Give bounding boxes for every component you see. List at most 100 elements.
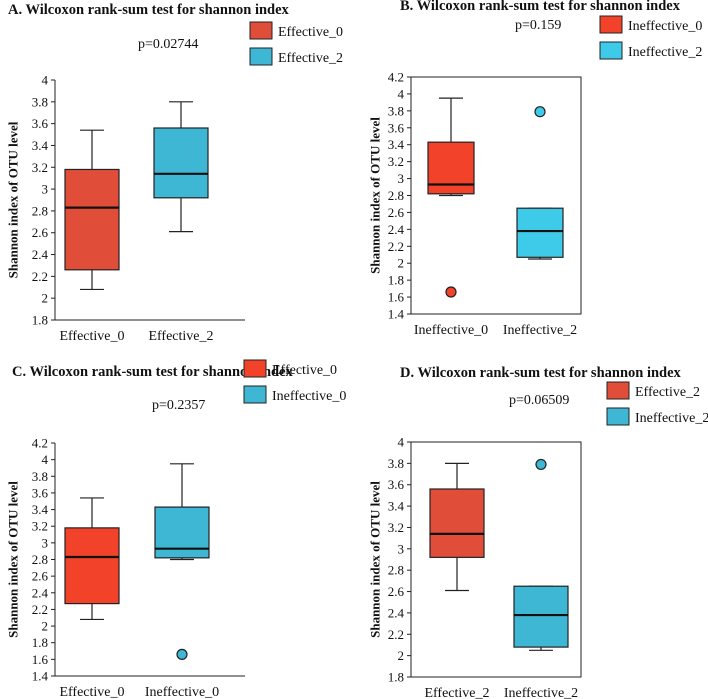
- chart-title: B. Wilcoxon rank-sum test for shannon in…: [400, 0, 681, 14]
- legend-swatch: [606, 407, 630, 426]
- y-tick-label: 2.2: [388, 627, 404, 642]
- y-axis-title: Shannon index of OTU level: [368, 117, 383, 274]
- p-value-label: p=0.02744: [138, 37, 198, 52]
- y-tick-label: 1.8: [388, 273, 404, 288]
- y-tick-label: 1.6: [388, 290, 405, 305]
- y-tick-label: 1.8: [32, 635, 48, 650]
- y-tick-label: 3.8: [388, 456, 404, 471]
- y-tick-label: 1.8: [32, 313, 48, 328]
- p-value-label: p=0.159: [515, 18, 561, 33]
- y-tick-label: 3.2: [32, 519, 48, 534]
- box-Ineffective_2: [513, 585, 569, 648]
- legend-label: Effective_2: [278, 51, 343, 66]
- panel-a: A. Wilcoxon rank-sum test for shannon in…: [6, 2, 344, 344]
- y-tick-label: 2.6: [32, 225, 49, 240]
- y-tick-label: 4.2: [388, 70, 404, 85]
- legend-swatch: [599, 15, 623, 34]
- legend-label: Ineffective_0: [628, 19, 702, 34]
- x-category-label: Effective_0: [59, 685, 124, 699]
- y-tick-label: 2.4: [32, 585, 49, 600]
- legend-label: Effective_2: [635, 385, 700, 400]
- box-Ineffective_2: [516, 207, 564, 258]
- y-tick-label: 3.2: [388, 154, 404, 169]
- y-tick-label: 1.4: [32, 669, 49, 684]
- chart-title: D. Wilcoxon rank-sum test for shannon in…: [400, 365, 682, 381]
- y-tick-label: 3.4: [32, 138, 49, 153]
- y-tick-label: 2.8: [32, 203, 48, 218]
- outlier-point: [534, 106, 546, 118]
- legend-swatch: [606, 381, 630, 400]
- y-tick-label: 1.4: [388, 307, 405, 322]
- y-tick-label: 3: [398, 171, 405, 186]
- y-tick-label: 2.8: [388, 188, 404, 203]
- y-tick-label: 2.4: [388, 605, 405, 620]
- x-category-label: Effective_2: [148, 329, 213, 344]
- y-tick-label: 3.6: [32, 116, 49, 131]
- p-value-label: p=0.2357: [152, 398, 205, 413]
- y-tick-label: 3.6: [32, 485, 49, 500]
- box-Effective_0: [64, 527, 120, 605]
- y-tick-label: 2.6: [388, 584, 405, 599]
- y-tick-label: 3.4: [388, 499, 405, 514]
- box-Ineffective_0: [427, 141, 475, 195]
- legend-label: Ineffective_2: [635, 411, 708, 426]
- y-axis-title: Shannon index of OTU level: [368, 481, 383, 638]
- x-category-label: Ineffective_2: [503, 323, 577, 338]
- y-tick-label: 2.2: [32, 602, 48, 617]
- y-tick-label: 2.8: [32, 552, 48, 567]
- y-axis-title: Shannon index of OTU level: [6, 121, 21, 278]
- panel-d: D. Wilcoxon rank-sum test for shannon in…: [368, 365, 708, 699]
- panel-c: C. Wilcoxon rank-sum test for shannon in…: [6, 359, 346, 699]
- y-tick-label: 2.6: [388, 205, 405, 220]
- y-tick-label: 4: [398, 86, 405, 101]
- y-tick-label: 3.6: [388, 120, 405, 135]
- chart-title: A. Wilcoxon rank-sum test for shannon in…: [8, 2, 290, 18]
- plot-frame: [410, 76, 582, 315]
- y-tick-label: 3.8: [388, 103, 404, 118]
- x-category-label: Ineffective_0: [145, 685, 219, 699]
- y-tick-label: 2.2: [32, 269, 48, 284]
- y-tick-label: 2: [398, 256, 405, 271]
- y-tick-label: 3.4: [388, 137, 405, 152]
- y-tick-label: 2: [42, 291, 49, 306]
- legend-label: Effective_0: [272, 363, 337, 378]
- y-tick-label: 1.6: [32, 652, 49, 667]
- y-tick-label: 3: [42, 182, 49, 197]
- legend-label: Effective_0: [278, 25, 343, 40]
- panel-b: B. Wilcoxon rank-sum test for shannon in…: [368, 0, 703, 338]
- legend-label: Ineffective_2: [628, 45, 702, 60]
- x-category-label: Effective_2: [424, 686, 489, 699]
- y-axis-title: Shannon index of OTU level: [6, 481, 21, 638]
- box-Effective_2: [429, 488, 485, 558]
- y-tick-label: 3.2: [32, 160, 48, 175]
- y-tick-label: 3.4: [32, 502, 49, 517]
- legend-label: Ineffective_0: [272, 389, 346, 404]
- y-tick-label: 3.8: [32, 469, 48, 484]
- y-tick-label: 4.2: [32, 436, 48, 451]
- outlier-point: [445, 286, 457, 298]
- y-tick-label: 4: [42, 452, 49, 467]
- x-category-label: Ineffective_2: [504, 686, 578, 699]
- p-value-label: p=0.06509: [509, 393, 569, 408]
- box-Ineffective_0: [154, 506, 210, 559]
- y-tick-label: 3.6: [388, 477, 405, 492]
- legend-swatch: [243, 359, 267, 378]
- x-category-label: Ineffective_0: [414, 323, 488, 338]
- x-category-label: Effective_0: [59, 329, 124, 344]
- legend-swatch: [243, 385, 267, 404]
- y-tick-label: 3.2: [388, 520, 404, 535]
- legend-swatch: [249, 47, 273, 66]
- y-tick-label: 1.8: [388, 670, 404, 685]
- legend-swatch: [249, 21, 273, 40]
- outlier-point: [176, 648, 188, 660]
- y-tick-label: 3: [398, 541, 405, 556]
- y-tick-label: 4: [398, 435, 405, 450]
- legend-swatch: [599, 41, 623, 60]
- y-tick-label: 2.4: [388, 222, 405, 237]
- y-tick-label: 3.8: [32, 94, 48, 109]
- y-tick-label: 2: [42, 619, 49, 634]
- y-tick-label: 2: [398, 648, 405, 663]
- outlier-point: [535, 458, 547, 471]
- y-tick-label: 2.6: [32, 569, 49, 584]
